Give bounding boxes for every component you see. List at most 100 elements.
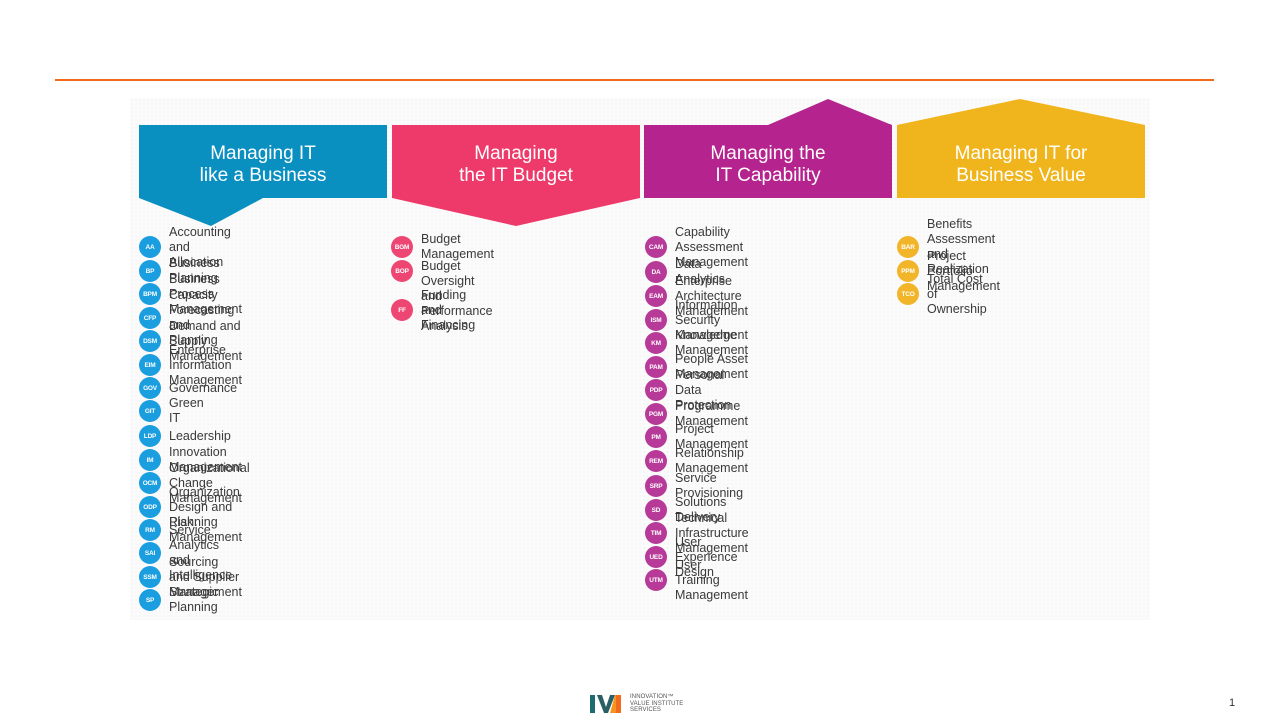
item-label: Accounting and Allocation [169, 224, 231, 269]
code-badge-icon: GOV [139, 377, 161, 399]
item-label: Solutions Delivery [675, 495, 727, 524]
list-item: TCO Total Cost of Ownership [897, 272, 987, 316]
item-label: Leadership [169, 428, 231, 443]
item-label: User Training Management [675, 557, 748, 602]
item-label: Innovation Management [169, 445, 242, 474]
top-orange-rule [55, 79, 1214, 81]
code-badge-icon: KM [645, 332, 667, 354]
code-badge-icon: PM [645, 426, 667, 448]
code-badge-icon: DA [645, 261, 667, 283]
list-item: BGM Budget Management [391, 232, 494, 261]
header-shape-value [897, 99, 1145, 198]
list-item: PGM Programme Management [645, 399, 748, 428]
list-item: ISM Information Security Management [645, 298, 748, 342]
item-label: Total Cost of Ownership [927, 271, 987, 316]
item-label: Funding and Financing [421, 287, 476, 332]
list-item: EAM Enterprise Architecture Management [645, 274, 748, 318]
code-badge-icon: SRP [645, 475, 667, 497]
code-badge-icon: BOP [391, 260, 413, 282]
item-label: Knowledge Management [675, 328, 748, 357]
column-title-value: Managing IT for Business Value [954, 143, 1088, 186]
column-title-business: Managing IT like a Business [199, 143, 327, 186]
item-label: Technical Infrastructure Management [675, 510, 749, 555]
ivi-logo-text: INNOVATION™ VALUE INSTITUTE SERVICES [630, 694, 684, 714]
code-badge-icon: SSM [139, 566, 161, 588]
item-label: Project Portfolio Management [927, 248, 1000, 293]
list-item: EIM Enterprise Information Management [139, 343, 242, 387]
item-label: Service Provisioning [675, 471, 744, 500]
list-item: REM Relationship Management [645, 446, 748, 475]
item-label: Data Analytics [675, 257, 726, 286]
item-label: Demand and Supply Management [169, 318, 242, 363]
code-badge-icon: EIM [139, 354, 161, 376]
list-item: IM Innovation Management [139, 445, 242, 474]
item-label: Programme Management [675, 399, 748, 428]
item-label: Risk Management [169, 515, 242, 544]
code-badge-icon: GIT [139, 400, 161, 422]
code-badge-icon: TIM [645, 522, 667, 544]
code-badge-icon: OCM [139, 472, 161, 494]
list-item: BPM Business Process Management [139, 272, 242, 316]
code-badge-icon: ISM [645, 309, 667, 331]
list-item: TIM Technical Infrastructure Management [645, 511, 749, 555]
item-label: Strategic Planning [169, 585, 219, 614]
list-item: AA Accounting and Allocation [139, 225, 231, 269]
item-label: Business Process Management [169, 271, 242, 316]
item-label: Service Analytics and Intelligence [169, 523, 233, 582]
item-label: User Experience Design [675, 534, 738, 579]
code-badge-icon: ODP [139, 496, 161, 518]
code-badge-icon: FF [391, 299, 413, 321]
item-label: Relationship Management [675, 446, 748, 475]
list-item: DSM Demand and Supply Management [139, 319, 242, 363]
code-badge-icon: AA [139, 236, 161, 258]
list-item: BP Business Planning [139, 256, 220, 285]
item-label: Enterprise Information Management [169, 342, 242, 387]
list-item: CAM Capability Assessment Management [645, 225, 748, 269]
code-badge-icon: PGM [645, 403, 667, 425]
list-item: PM Project Management [645, 422, 748, 451]
list-item: ODP Organization Design and Planning [139, 485, 240, 529]
code-badge-icon: UED [645, 546, 667, 568]
header-shape-budget [392, 125, 640, 226]
list-item: SP Strategic Planning [139, 585, 218, 614]
item-label: Budget Management [421, 232, 494, 261]
item-label: People Asset Management [675, 352, 748, 381]
code-badge-icon: TCO [897, 283, 919, 305]
list-item: LDP Leadership [139, 425, 231, 447]
code-badge-icon: SAI [139, 542, 161, 564]
list-item: KM Knowledge Management [645, 328, 748, 357]
code-badge-icon: UTM [645, 569, 667, 591]
code-badge-icon: IM [139, 449, 161, 471]
item-label: Sourcing and Supplier Management [169, 554, 242, 599]
list-item: UTM User Training Management [645, 558, 748, 602]
list-item: PPM Project Portfolio Management [897, 249, 1000, 293]
list-item: CFP Capacity Forecasting and Planning [139, 288, 234, 347]
code-badge-icon: PDP [645, 379, 667, 401]
list-item: GOV Governance [139, 377, 237, 399]
code-badge-icon: DSM [139, 330, 161, 352]
list-item: UED User Experience Design [645, 535, 738, 579]
ivi-logo-mark-icon [590, 695, 621, 713]
list-item: BAR Benefits Assessment and Realization [897, 217, 995, 276]
item-label: Enterprise Architecture Management [675, 273, 748, 318]
list-item: SAI Service Analytics and Intelligence [139, 523, 232, 582]
header-shape-business [139, 125, 387, 226]
code-badge-icon: PPM [897, 260, 919, 282]
item-label: Information Security Management [675, 297, 748, 342]
item-label: Project Management [675, 422, 748, 451]
code-badge-icon: CAM [645, 236, 667, 258]
column-title-budget: Managing the IT Budget [459, 143, 573, 186]
code-badge-icon: BAR [897, 236, 919, 258]
code-badge-icon: BGM [391, 236, 413, 258]
list-item: SRP Service Provisioning [645, 471, 743, 500]
code-badge-icon: SD [645, 499, 667, 521]
code-badge-icon: REM [645, 450, 667, 472]
item-label: Capacity Forecasting and Planning [169, 288, 235, 347]
item-label: Benefits Assessment and Realization [927, 217, 996, 276]
code-badge-icon: EAM [645, 285, 667, 307]
item-label: Green IT [169, 396, 204, 425]
list-item: FF Funding and Financing [391, 288, 475, 332]
item-label: Budget Oversight and Performance Analysi… [421, 259, 493, 333]
code-badge-icon: SP [139, 589, 161, 611]
